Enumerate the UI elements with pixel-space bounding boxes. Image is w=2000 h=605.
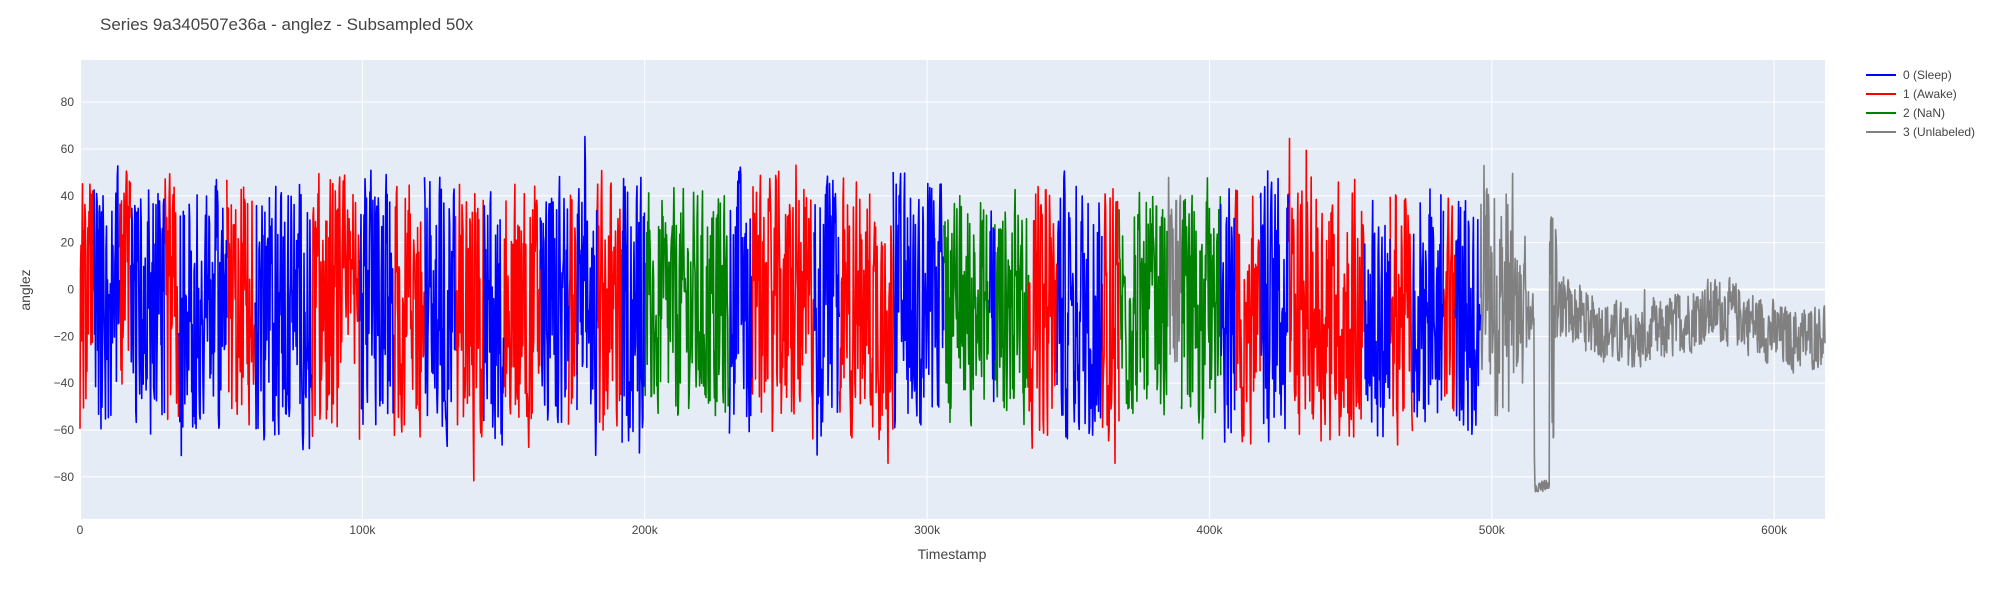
series-line-segment — [1056, 170, 1103, 440]
series-line-segment — [1412, 188, 1445, 423]
series-line-segment — [454, 183, 485, 482]
chart-title: Series 9a340507e36a - anglez - Subsample… — [100, 15, 474, 34]
series-line-segment — [1363, 199, 1391, 438]
x-tick-label: 100k — [349, 523, 376, 537]
series-line-segment — [483, 191, 505, 446]
series-line-segment — [1027, 185, 1058, 449]
series-1 — [79, 137, 1456, 482]
y-tick-label: 40 — [61, 189, 75, 203]
series-line-segment — [1479, 164, 1826, 493]
series-line-segment — [595, 169, 623, 431]
y-tick-label: −80 — [54, 470, 75, 484]
x-tick-label: 200k — [632, 523, 659, 537]
series-line-segment — [1166, 176, 1182, 363]
legend-item[interactable]: 1 (Awake) — [1866, 87, 1957, 101]
series-line-segment — [728, 166, 753, 434]
x-tick-label: 0 — [77, 523, 84, 537]
y-tick-label: −60 — [54, 423, 75, 437]
series-line-segment — [988, 210, 996, 403]
series-line-segment — [943, 194, 990, 427]
series-line-segment — [163, 173, 180, 421]
series-layer — [79, 135, 1826, 493]
legend-item[interactable]: 0 (Sleep) — [1866, 68, 1952, 82]
y-tick-label: 0 — [67, 283, 74, 297]
y-axis-title: anglez — [17, 269, 33, 310]
series-line-segment — [813, 175, 841, 456]
series-line-segment — [1234, 189, 1261, 445]
series-line-segment — [79, 183, 95, 429]
x-tick-label: 400k — [1196, 523, 1223, 537]
y-tick-label: −40 — [54, 376, 75, 390]
legend-label: 3 (Unlabeled) — [1903, 125, 1975, 139]
y-tick-label: 60 — [61, 142, 75, 156]
legend: 0 (Sleep) 1 (Awake) 2 (NaN) 3 (Unlabeled) — [1866, 68, 1975, 139]
series-line-segment — [994, 188, 1030, 426]
series-line-segment — [254, 183, 313, 451]
legend-item[interactable]: 2 (NaN) — [1866, 106, 1945, 120]
series-line-segment — [1259, 170, 1290, 443]
series-line-segment — [226, 179, 256, 426]
y-tick-label: 20 — [61, 236, 75, 250]
series-0 — [93, 135, 1482, 457]
series-line-segment — [392, 184, 425, 438]
legend-label: 0 (Sleep) — [1903, 68, 1952, 82]
series-line-segment — [1219, 188, 1236, 443]
series-line-segment — [130, 189, 166, 435]
series-line-segment — [1389, 194, 1414, 446]
series-line-segment — [539, 175, 570, 424]
series-line-segment — [892, 171, 945, 429]
series-line-segment — [1443, 197, 1456, 412]
series-line-segment — [567, 194, 578, 425]
series-line-segment — [93, 165, 121, 430]
x-tick-label: 600k — [1761, 523, 1788, 537]
series-line-segment — [1118, 191, 1168, 416]
legend-item[interactable]: 3 (Unlabeled) — [1866, 125, 1975, 139]
series-line-segment — [118, 170, 132, 385]
y-tick-label: −20 — [54, 329, 75, 343]
series-line-segment — [1454, 199, 1482, 435]
legend-label: 2 (NaN) — [1903, 106, 1945, 120]
series-line-segment — [1101, 188, 1120, 464]
series-line-segment — [643, 186, 730, 417]
series-line-segment — [576, 135, 598, 456]
y-tick-label: 80 — [61, 95, 75, 109]
series-line-segment — [423, 176, 456, 448]
x-tick-label: 500k — [1479, 523, 1506, 537]
tick-labels: −80 −60 −40 −20 0 20 40 60 80 0 100k 200k 300k 400k 50… — [54, 95, 1789, 537]
series-line-segment — [178, 178, 228, 457]
series-line-segment — [358, 169, 394, 426]
series-2 — [643, 177, 1222, 440]
series-line-segment — [621, 176, 646, 454]
series-line-segment — [751, 164, 815, 440]
series-line-segment — [310, 172, 361, 440]
series-line-segment — [838, 177, 894, 464]
series-line-segment — [502, 183, 541, 449]
series-line-segment — [1180, 177, 1222, 440]
series-line-segment — [1287, 137, 1366, 442]
x-tick-label: 300k — [914, 523, 941, 537]
x-axis-title: Timestamp — [918, 546, 987, 562]
series-3 — [1166, 164, 1826, 493]
legend-label: 1 (Awake) — [1903, 87, 1957, 101]
